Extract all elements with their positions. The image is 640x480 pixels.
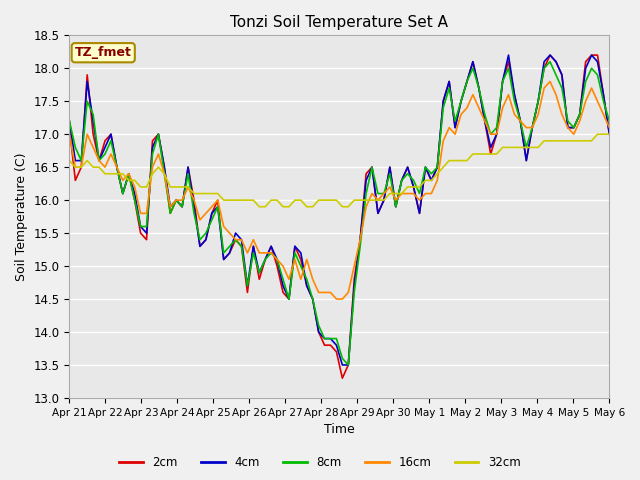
Line: 2cm: 2cm — [69, 55, 609, 378]
8cm — [344, 362, 352, 368]
32cm — [499, 144, 506, 150]
16cm — [605, 125, 613, 131]
32cm — [392, 191, 399, 196]
16cm — [469, 92, 477, 97]
4cm — [339, 362, 346, 368]
32cm — [594, 132, 602, 137]
Line: 32cm: 32cm — [69, 134, 609, 207]
16cm — [65, 132, 73, 137]
Y-axis label: Soil Temperature (C): Soil Temperature (C) — [15, 152, 28, 281]
4cm — [511, 92, 518, 97]
4cm — [65, 118, 73, 124]
8cm — [499, 79, 506, 84]
4cm — [499, 79, 506, 84]
4cm — [605, 132, 613, 137]
2cm — [522, 158, 530, 164]
2cm — [65, 125, 73, 131]
16cm — [505, 92, 513, 97]
4cm — [392, 204, 399, 210]
2cm — [493, 132, 500, 137]
32cm — [493, 151, 500, 157]
2cm — [605, 132, 613, 137]
16cm — [522, 125, 530, 131]
Line: 4cm: 4cm — [69, 55, 609, 365]
X-axis label: Time: Time — [324, 423, 355, 436]
32cm — [505, 144, 513, 150]
32cm — [65, 158, 73, 164]
16cm — [333, 296, 340, 302]
Text: TZ_fmet: TZ_fmet — [75, 46, 132, 59]
32cm — [605, 132, 613, 137]
2cm — [546, 52, 554, 58]
32cm — [522, 144, 530, 150]
16cm — [499, 105, 506, 111]
4cm — [529, 125, 536, 131]
32cm — [255, 204, 263, 210]
2cm — [469, 59, 477, 65]
32cm — [469, 151, 477, 157]
4cm — [505, 52, 513, 58]
8cm — [546, 59, 554, 65]
8cm — [493, 125, 500, 131]
8cm — [605, 118, 613, 124]
8cm — [505, 65, 513, 71]
Title: Tonzi Soil Temperature Set A: Tonzi Soil Temperature Set A — [230, 15, 449, 30]
8cm — [65, 118, 73, 124]
4cm — [493, 132, 500, 137]
Legend: 2cm, 4cm, 8cm, 16cm, 32cm: 2cm, 4cm, 8cm, 16cm, 32cm — [115, 452, 525, 474]
4cm — [469, 59, 477, 65]
16cm — [392, 197, 399, 203]
8cm — [469, 65, 477, 71]
2cm — [339, 375, 346, 381]
2cm — [505, 59, 513, 65]
8cm — [392, 204, 399, 210]
2cm — [499, 79, 506, 84]
Line: 8cm: 8cm — [69, 62, 609, 365]
Line: 16cm: 16cm — [69, 82, 609, 299]
8cm — [522, 144, 530, 150]
2cm — [392, 204, 399, 210]
16cm — [493, 132, 500, 137]
16cm — [546, 79, 554, 84]
